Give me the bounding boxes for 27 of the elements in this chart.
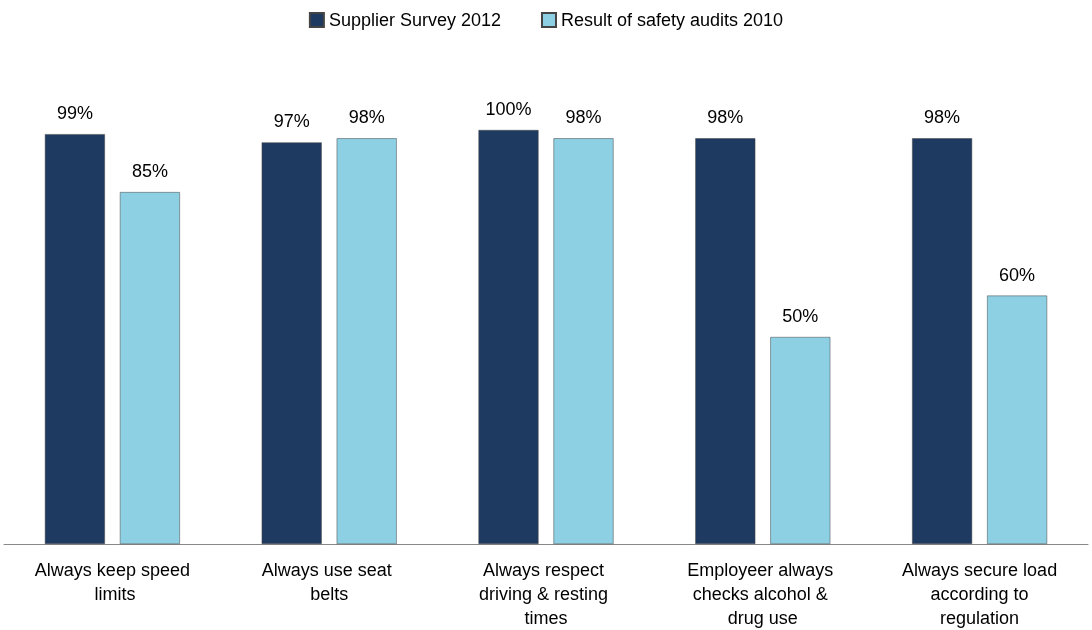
bar: [119, 192, 180, 544]
data-label: 85%: [131, 161, 168, 182]
bar: [987, 295, 1048, 544]
data-label: 98%: [565, 107, 602, 128]
data-label: 50%: [782, 306, 819, 326]
data-label: 98%: [707, 107, 744, 128]
x-tick-label: Always secure load according to regulation: [902, 560, 1058, 628]
x-tick-label: Employeer always checks alcohol & drug use: [687, 560, 839, 628]
bar: [912, 138, 973, 544]
data-label: 97%: [273, 111, 310, 132]
bar: [336, 138, 397, 544]
legend-label: Result of safety audits 2010: [560, 10, 784, 30]
legend-label: Supplier Survey 2012: [328, 10, 501, 30]
data-label: 60%: [999, 264, 1036, 285]
bar: [478, 130, 539, 544]
x-tick-label: Always keep speed limits: [34, 560, 190, 604]
data-label: 99%: [56, 103, 93, 124]
x-tick-label: Always respect driving & resting times: [478, 560, 614, 628]
bar: [44, 134, 105, 544]
data-label: 98%: [348, 107, 385, 128]
bar: [770, 337, 831, 544]
data-label: 100%: [485, 99, 532, 119]
x-tick-label: Always use seat belts: [261, 560, 397, 604]
bar: [553, 138, 614, 544]
data-label: 98%: [924, 107, 961, 128]
bar: [261, 142, 322, 544]
bar: [695, 138, 756, 544]
